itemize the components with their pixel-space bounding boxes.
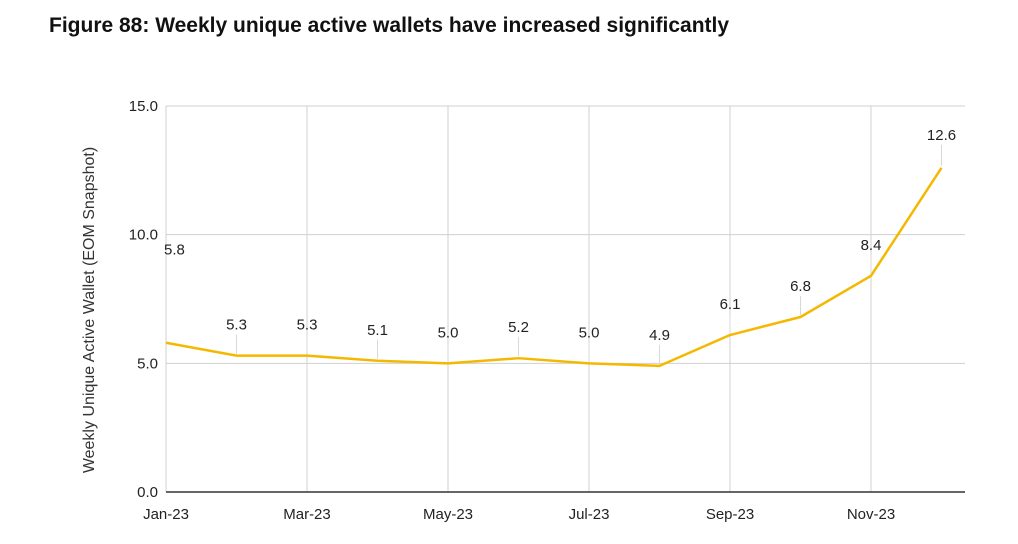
y-tick-label: 15.0 [129, 98, 158, 115]
data-label: 5.0 [579, 324, 600, 341]
y-tick-label: 5.0 [137, 355, 158, 372]
axes: 0.0 5.0 10.0 15.0 Jan-23 Mar-23 May-23 Jul-23 Se… [129, 98, 965, 523]
data-label: 8.4 [861, 237, 882, 254]
data-label: 5.8 [164, 242, 185, 259]
data-label: 5.1 [367, 322, 388, 339]
data-labels: 5.8 5.3 5.3 5.1 5.0 5.2 5.0 4.9 6.1 6.8 8.4 12.6 [164, 127, 956, 364]
x-tick-label: Jul-23 [569, 506, 610, 523]
y-axis-label: Weekly Unique Active Wallet (EOM Snapsho… [81, 147, 98, 473]
data-label: 6.8 [790, 278, 811, 295]
x-tick-label: Mar-23 [283, 506, 331, 523]
grid [165, 105, 965, 492]
data-label: 6.1 [720, 296, 741, 313]
data-label: 5.2 [508, 319, 529, 336]
data-label: 5.0 [438, 324, 459, 341]
y-tick-label: 10.0 [129, 227, 158, 244]
data-label: 4.9 [649, 327, 670, 344]
x-tick-label: Nov-23 [847, 506, 895, 523]
y-tick-label: 0.0 [137, 484, 158, 501]
series [165, 167, 943, 368]
x-tick-label: May-23 [423, 506, 473, 523]
x-tick-label: Sep-23 [706, 506, 754, 523]
series-line [165, 167, 943, 368]
x-tick-label: Jan-23 [143, 506, 189, 523]
figure-title: Figure 88: Weekly unique active wallets … [49, 14, 730, 37]
data-label: 12.6 [927, 127, 956, 144]
data-label: 5.3 [297, 317, 318, 334]
data-label: 5.3 [226, 317, 247, 334]
